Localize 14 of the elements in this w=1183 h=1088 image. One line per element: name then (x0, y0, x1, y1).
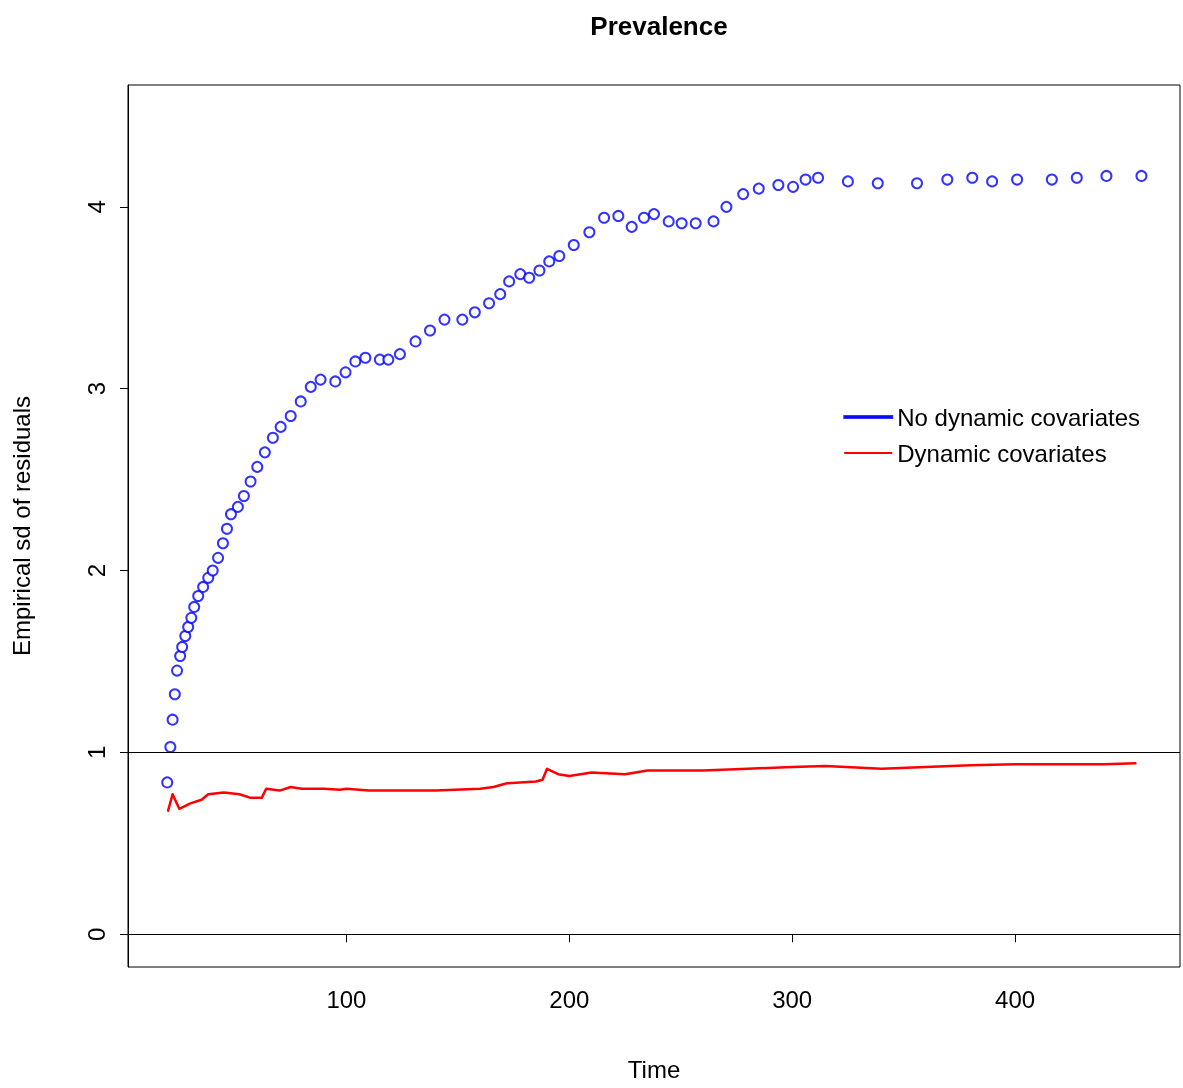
x-tick-label: 300 (772, 985, 813, 1013)
x-tick-label: 400 (995, 985, 1036, 1013)
x-axis-title: Time (627, 1055, 681, 1083)
x-tick-label: 200 (549, 985, 590, 1013)
y-tick-label: 1 (82, 745, 110, 760)
y-tick-label: 3 (82, 382, 110, 396)
legend-label: No dynamic covariates (897, 403, 1140, 431)
chart-title: Prevalence (590, 11, 728, 41)
x-tick-label: 100 (326, 985, 367, 1013)
y-axis-title: Empirical sd of residuals (7, 395, 35, 657)
y-tick-label: 4 (82, 200, 110, 214)
legend-label: Dynamic covariates (897, 439, 1107, 467)
y-tick-label: 2 (82, 563, 110, 578)
y-tick-label: 0 (82, 927, 110, 941)
